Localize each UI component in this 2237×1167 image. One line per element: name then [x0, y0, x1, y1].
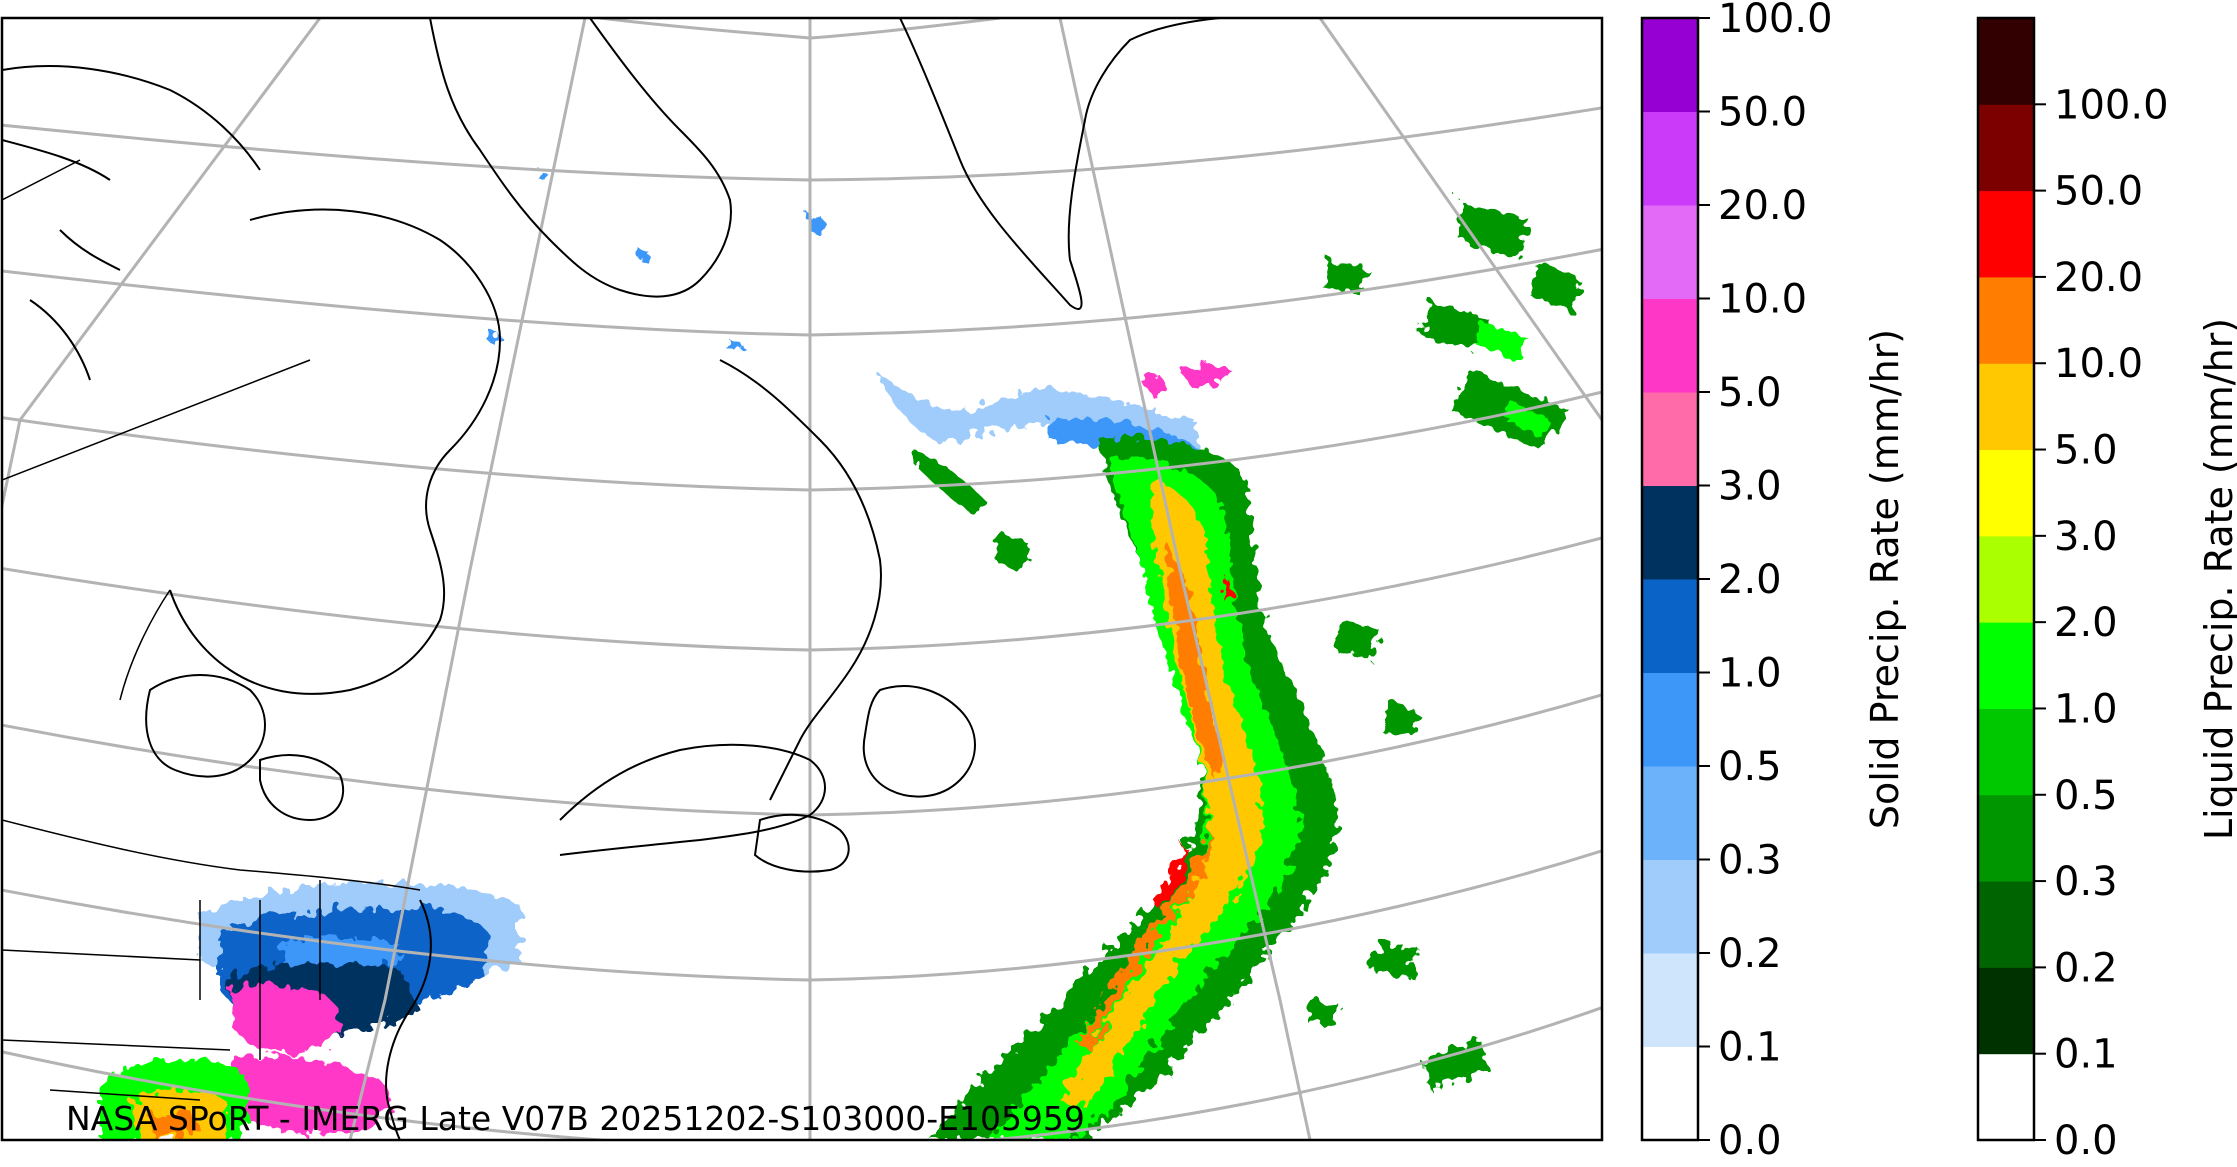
solid-colorbar-tick-label: 2.0	[1718, 557, 1782, 603]
baffin-island-coastline	[429, 18, 732, 298]
liquid-colorbar-tick-label: 0.0	[2054, 1118, 2118, 1164]
solid-colorbar-swatch	[1642, 579, 1698, 673]
solid-colorbar-tick-label: 20.0	[1718, 183, 1807, 229]
solid-colorbar-swatch	[1642, 392, 1698, 486]
longitude-line	[1318, 18, 1602, 421]
solid-colorbar-tick-label: 1.0	[1718, 651, 1782, 697]
liquid-colorbar-tick-label: 100.0	[2054, 82, 2169, 128]
labrador-quebec-coastline	[719, 359, 882, 801]
liquid-colorbar-swatch	[1978, 967, 2034, 1055]
scattered-showers-east-moderate	[1475, 320, 1550, 435]
canadian-arctic-coastline	[2, 65, 261, 381]
liquid-colorbar-tick-label: 0.5	[2054, 773, 2118, 819]
liquid-colorbar-tick-label: 0.2	[2054, 945, 2118, 991]
solid-colorbar-swatch	[1642, 1046, 1698, 1141]
us-east-coastline	[385, 899, 432, 1140]
canada-us-border	[2, 819, 421, 891]
solid-colorbar-swatch	[1642, 111, 1698, 206]
liquid-colorbar-tick-label: 0.1	[2054, 1032, 2118, 1078]
liquid-colorbar-swatch	[1978, 104, 2034, 192]
liquid-colorbar-tick-label: 10.0	[2054, 341, 2143, 387]
us-heavy-snow	[230, 984, 391, 1134]
liquid-colorbar-swatch	[1978, 18, 2034, 105]
liquid-colorbar-swatch	[1978, 1053, 2034, 1141]
solid-colorbar-swatch	[1642, 205, 1698, 299]
latitude-line	[2, 1005, 1602, 1140]
gulf-st-lawrence-coastline	[559, 743, 826, 856]
solid-colorbar: 0.0 0.1 0.2 0.3 0.5 1.0 2.0 3.0 5.0 10.0 20.0 50.0 1…	[1640, 0, 1907, 1164]
map-panel: NASA SPoRT - IMERG Late V07B 20251202-S1…	[2, 18, 1602, 1140]
longitude-line	[348, 18, 587, 1140]
nova-scotia-coastline	[753, 813, 850, 873]
liquid-colorbar: 0.0 0.1 0.2 0.3 0.5 1.0 2.0 3.0 5.0 10.0 20.0 50.0 1…	[1976, 16, 2237, 1164]
liquid-colorbar-tick-label: 20.0	[2054, 255, 2143, 301]
solid-colorbar-swatch	[1642, 18, 1698, 112]
longitude-line	[1058, 18, 1312, 1140]
liquid-colorbar-swatch	[1978, 363, 2034, 451]
liquid-colorbar-swatch	[1978, 881, 2034, 968]
solid-colorbar-swatch	[1642, 953, 1698, 1047]
coastlines	[2, 18, 1221, 1140]
political-borders	[2, 159, 421, 1101]
solid-colorbar-frame	[1640, 16, 1700, 1142]
solid-colorbar-swatch	[1642, 298, 1698, 393]
solid-colorbar-tick-label: 0.0	[1718, 1118, 1782, 1164]
province-border	[2, 159, 311, 701]
map-frame	[0, 16, 1604, 1142]
liquid-colorbar-tick-label: 0.3	[2054, 859, 2118, 905]
solid-colorbar-ticks: 0.0 0.1 0.2 0.3 0.5 1.0 2.0 3.0 5.0 10.0 20.0 50.0 1…	[1698, 0, 1833, 1164]
greenland-coastline	[899, 18, 1221, 310]
solid-colorbar-swatch	[1642, 766, 1698, 860]
liquid-colorbar-tick-label: 50.0	[2054, 169, 2143, 215]
liquid-colorbar-tick-label: 3.0	[2054, 514, 2118, 560]
solid-colorbar-tick-label: 10.0	[1718, 277, 1807, 323]
liquid-colorbar-ticks: 0.0 0.1 0.2 0.3 0.5 1.0 2.0 3.0 5.0 10.0 20.0 50.0 1…	[2034, 82, 2169, 1164]
solid-colorbar-title: Solid Precip. Rate (mm/hr)	[1863, 329, 1907, 829]
solid-colorbar-swatch	[1642, 672, 1698, 767]
atlantic-rain-band-heavy	[1060, 480, 1261, 1110]
longitude-line	[18, 18, 322, 421]
state-border	[2, 880, 321, 1101]
graticule	[2, 18, 1602, 1140]
solid-colorbar-tick-label: 3.0	[1718, 464, 1782, 510]
atlantic-rain-band-intense	[1078, 540, 1225, 1050]
liquid-colorbar-swatch	[1978, 276, 2034, 364]
solid-colorbar-swatches	[1642, 18, 1698, 1141]
solid-colorbar-swatch	[1642, 485, 1698, 580]
liquid-colorbar-tick-label: 5.0	[2054, 428, 2118, 474]
solid-colorbar-tick-label: 0.3	[1718, 838, 1782, 884]
great-lakes-coastline	[145, 674, 345, 822]
liquid-colorbar-swatches	[1978, 18, 2034, 1141]
liquid-colorbar-tick-label: 2.0	[2054, 600, 2118, 646]
liquid-colorbar-swatch	[1978, 794, 2034, 882]
solid-colorbar-tick-label: 0.2	[1718, 931, 1782, 977]
liquid-colorbar-swatch	[1978, 708, 2034, 796]
solid-colorbar-swatch	[1642, 859, 1698, 954]
showers-newfoundland	[915, 450, 1030, 575]
solid-colorbar-tick-label: 0.1	[1718, 1025, 1782, 1071]
credit-text: NASA SPoRT - IMERG Late V07B 20251202-S1…	[66, 1099, 1085, 1138]
newfoundland-coastline	[862, 685, 976, 798]
us-rain-south-intense	[150, 1110, 200, 1140]
hudson-bay-coastline	[169, 208, 502, 695]
liquid-colorbar-tick-label: 1.0	[2054, 686, 2118, 732]
atlantic-rain-band-moderate	[990, 459, 1300, 1140]
solid-colorbar-tick-label: 100.0	[1718, 0, 1833, 42]
solid-colorbar-tick-label: 5.0	[1718, 370, 1782, 416]
liquid-colorbar-swatch	[1978, 449, 2034, 537]
liquid-colorbar-swatch	[1978, 535, 2034, 623]
heavy-snow-spot	[1140, 364, 1232, 398]
liquid-colorbar-frame	[1976, 16, 2036, 1142]
longitude-line	[2, 419, 22, 513]
solid-colorbar-tick-label: 0.5	[1718, 744, 1782, 790]
solid-colorbar-tick-label: 50.0	[1718, 90, 1807, 136]
liquid-colorbar-swatch	[1978, 190, 2034, 278]
liquid-colorbar-title: Liquid Precip. Rate (mm/hr)	[2197, 318, 2237, 840]
liquid-colorbar-swatch	[1978, 622, 2034, 709]
us-snow-core	[280, 937, 400, 969]
